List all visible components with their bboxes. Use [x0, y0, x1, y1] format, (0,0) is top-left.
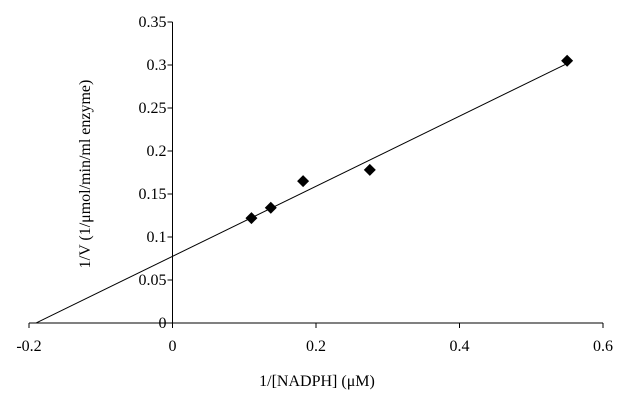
y-tick-label: 0.05 — [139, 272, 167, 289]
data-point — [245, 212, 258, 225]
data-point — [297, 175, 310, 188]
y-axis-ticks: 0 0.05 0.1 0.15 0.2 0.25 0.3 0.35 — [139, 14, 173, 332]
y-axis-title: 1/V (1/μmol/min/ml enzyme) — [77, 80, 94, 269]
x-tick-label: 0.2 — [306, 338, 326, 355]
data-point — [264, 201, 277, 214]
y-tick-label: 0.35 — [139, 14, 167, 31]
y-tick-label: 0 — [159, 315, 167, 332]
data-points — [245, 54, 574, 225]
data-point — [561, 54, 574, 67]
y-tick-label: 0.15 — [139, 186, 167, 203]
y-tick-label: 0.1 — [147, 229, 167, 246]
x-axis-ticks: -0.2 0 0.2 0.4 0.6 — [16, 323, 613, 355]
trendline — [35, 63, 568, 324]
x-tick-label: 0 — [169, 338, 177, 355]
x-tick-label: -0.2 — [16, 338, 41, 355]
x-tick-label: 0.6 — [593, 338, 613, 355]
x-tick-label: 0.4 — [450, 338, 470, 355]
x-axis-title: 1/[NADPH] (μM) — [259, 373, 375, 390]
y-tick-label: 0.3 — [147, 57, 167, 74]
trendline-group — [35, 63, 568, 324]
y-tick-label: 0.2 — [147, 143, 167, 160]
data-point — [363, 163, 376, 176]
axes — [29, 22, 603, 324]
y-tick-label: 0.25 — [139, 100, 167, 117]
